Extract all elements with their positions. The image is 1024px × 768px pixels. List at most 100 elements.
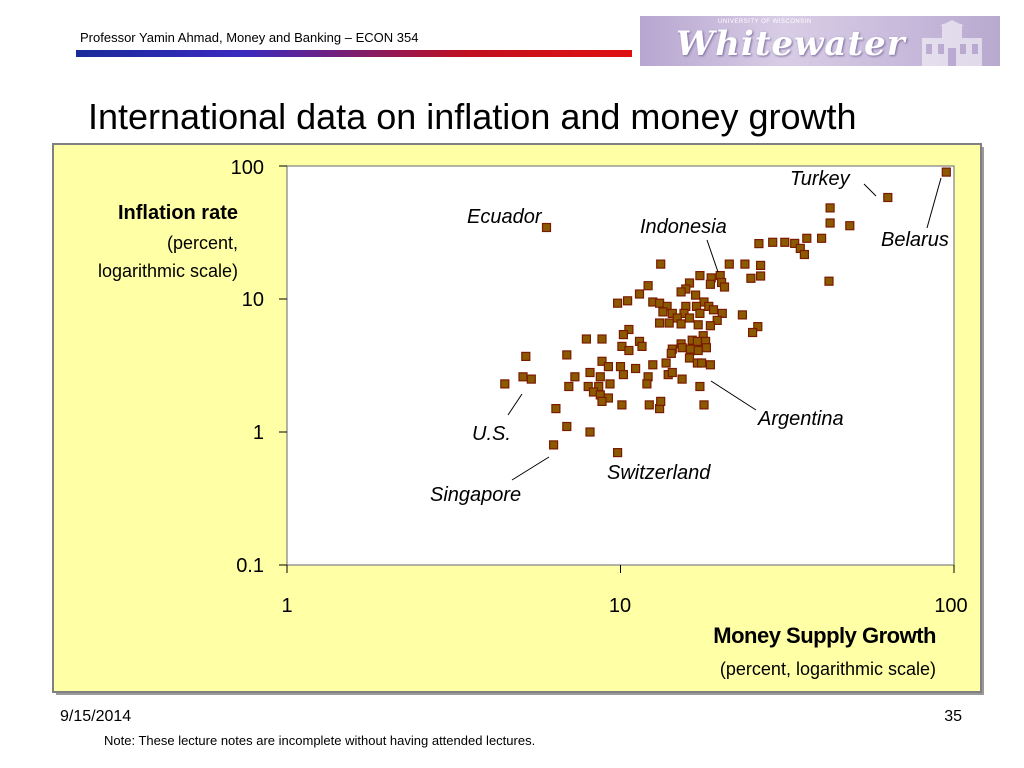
footer-note: Note: These lecture notes are incomplete…: [104, 733, 536, 748]
label-singapore: Singapore: [430, 484, 521, 506]
data-point: [845, 221, 855, 231]
logo-university-text: UNIVERSITY OF WISCONSIN: [718, 19, 812, 25]
data-point: [603, 362, 614, 372]
data-point: [825, 218, 835, 228]
data-point: [615, 362, 626, 372]
label-belarus: Belarus: [881, 229, 949, 251]
data-point: [643, 281, 653, 291]
x-axis-title: Money Supply Growth: [713, 623, 936, 648]
data-point: [624, 324, 634, 335]
data-point: [685, 344, 696, 354]
data-point: [597, 334, 607, 344]
data-point: [637, 341, 647, 351]
data-point: [824, 276, 834, 286]
data-point: [581, 334, 592, 344]
label-argentina: Argentina: [757, 408, 844, 430]
data-point: [695, 271, 705, 281]
data-point: [618, 370, 629, 380]
label-us: U.S.: [472, 423, 511, 445]
data-point: [790, 238, 800, 248]
data-point: [701, 343, 712, 353]
data-point: [667, 308, 677, 318]
data-point: [677, 343, 687, 353]
data-point: [780, 237, 790, 247]
data-point: [562, 350, 572, 360]
y-tick-label-100: 100: [231, 157, 264, 179]
data-point: [656, 259, 666, 269]
data-point: [597, 356, 607, 366]
data-point: [521, 351, 531, 361]
data-point: [676, 287, 686, 297]
y-axis-title: Inflation rate: [118, 202, 238, 224]
data-point: [746, 273, 756, 283]
data-point: [695, 308, 705, 318]
course-header: Professor Yamin Ahmad, Money and Banking…: [80, 30, 419, 45]
data-point: [825, 203, 835, 213]
slide-title: International data on inflation and mone…: [88, 96, 857, 137]
data-point: [712, 315, 722, 325]
data-point: [622, 296, 633, 306]
data-point: [755, 260, 766, 270]
data-points: [500, 167, 951, 458]
data-point: [526, 374, 536, 384]
data-point: [753, 322, 763, 332]
data-point: [648, 360, 658, 370]
data-point: [740, 259, 750, 269]
data-point: [684, 353, 695, 363]
y-tick-label-10: 10: [242, 289, 264, 311]
label-switzerland: Switzerland: [607, 462, 711, 484]
label-turkey: Turkey: [790, 168, 851, 190]
header-rule: [76, 50, 632, 57]
data-point: [799, 249, 810, 260]
footer-page-number: 35: [944, 708, 962, 725]
data-point: [696, 358, 707, 368]
data-point: [705, 360, 716, 370]
data-point: [705, 279, 716, 289]
data-point: [654, 298, 665, 308]
data-point: [585, 427, 595, 437]
data-point: [585, 367, 595, 378]
us-leader: [507, 393, 523, 416]
data-point: [719, 282, 730, 292]
x-tick-label-10: 10: [609, 595, 631, 617]
data-point: [583, 381, 593, 392]
data-point: [644, 400, 654, 410]
data-point: [612, 298, 623, 308]
data-point: [630, 363, 641, 374]
data-point: [684, 313, 695, 323]
data-point: [656, 396, 666, 406]
data-point: [658, 307, 668, 317]
x-axis-subtitle: (percent, logarithmic scale): [720, 659, 936, 679]
turkey-leader: [863, 183, 877, 197]
y-tick-label-1: 1: [253, 422, 264, 444]
footer-date: 9/15/2014: [60, 708, 132, 725]
y-axis-subtitle-2: logarithmic scale): [98, 261, 238, 281]
data-point: [597, 396, 607, 406]
university-logo: UNIVERSITY OF WISCONSIN Whitewater: [640, 16, 1000, 66]
data-point: [695, 381, 705, 392]
data-point: [724, 259, 734, 269]
y-axis-subtitle-1: (percent,: [167, 233, 238, 253]
data-point: [768, 237, 778, 247]
data-point: [548, 440, 559, 450]
belarus-leader: [926, 177, 942, 229]
data-point: [624, 345, 634, 356]
data-point: [802, 233, 812, 243]
data-point: [679, 308, 689, 318]
data-point: [605, 379, 615, 389]
data-point: [664, 318, 674, 328]
indonesia-leader: [706, 239, 719, 273]
data-point: [737, 310, 748, 320]
singapore-leader: [511, 456, 550, 481]
data-point: [755, 271, 766, 281]
data-point: [717, 308, 727, 318]
data-point: [654, 318, 665, 328]
data-point: [661, 358, 671, 368]
data-point: [570, 372, 580, 382]
data-point: [667, 367, 677, 378]
data-point: [634, 289, 645, 299]
data-point: [754, 239, 764, 249]
data-point: [541, 222, 552, 233]
argentina-leader: [710, 380, 757, 411]
